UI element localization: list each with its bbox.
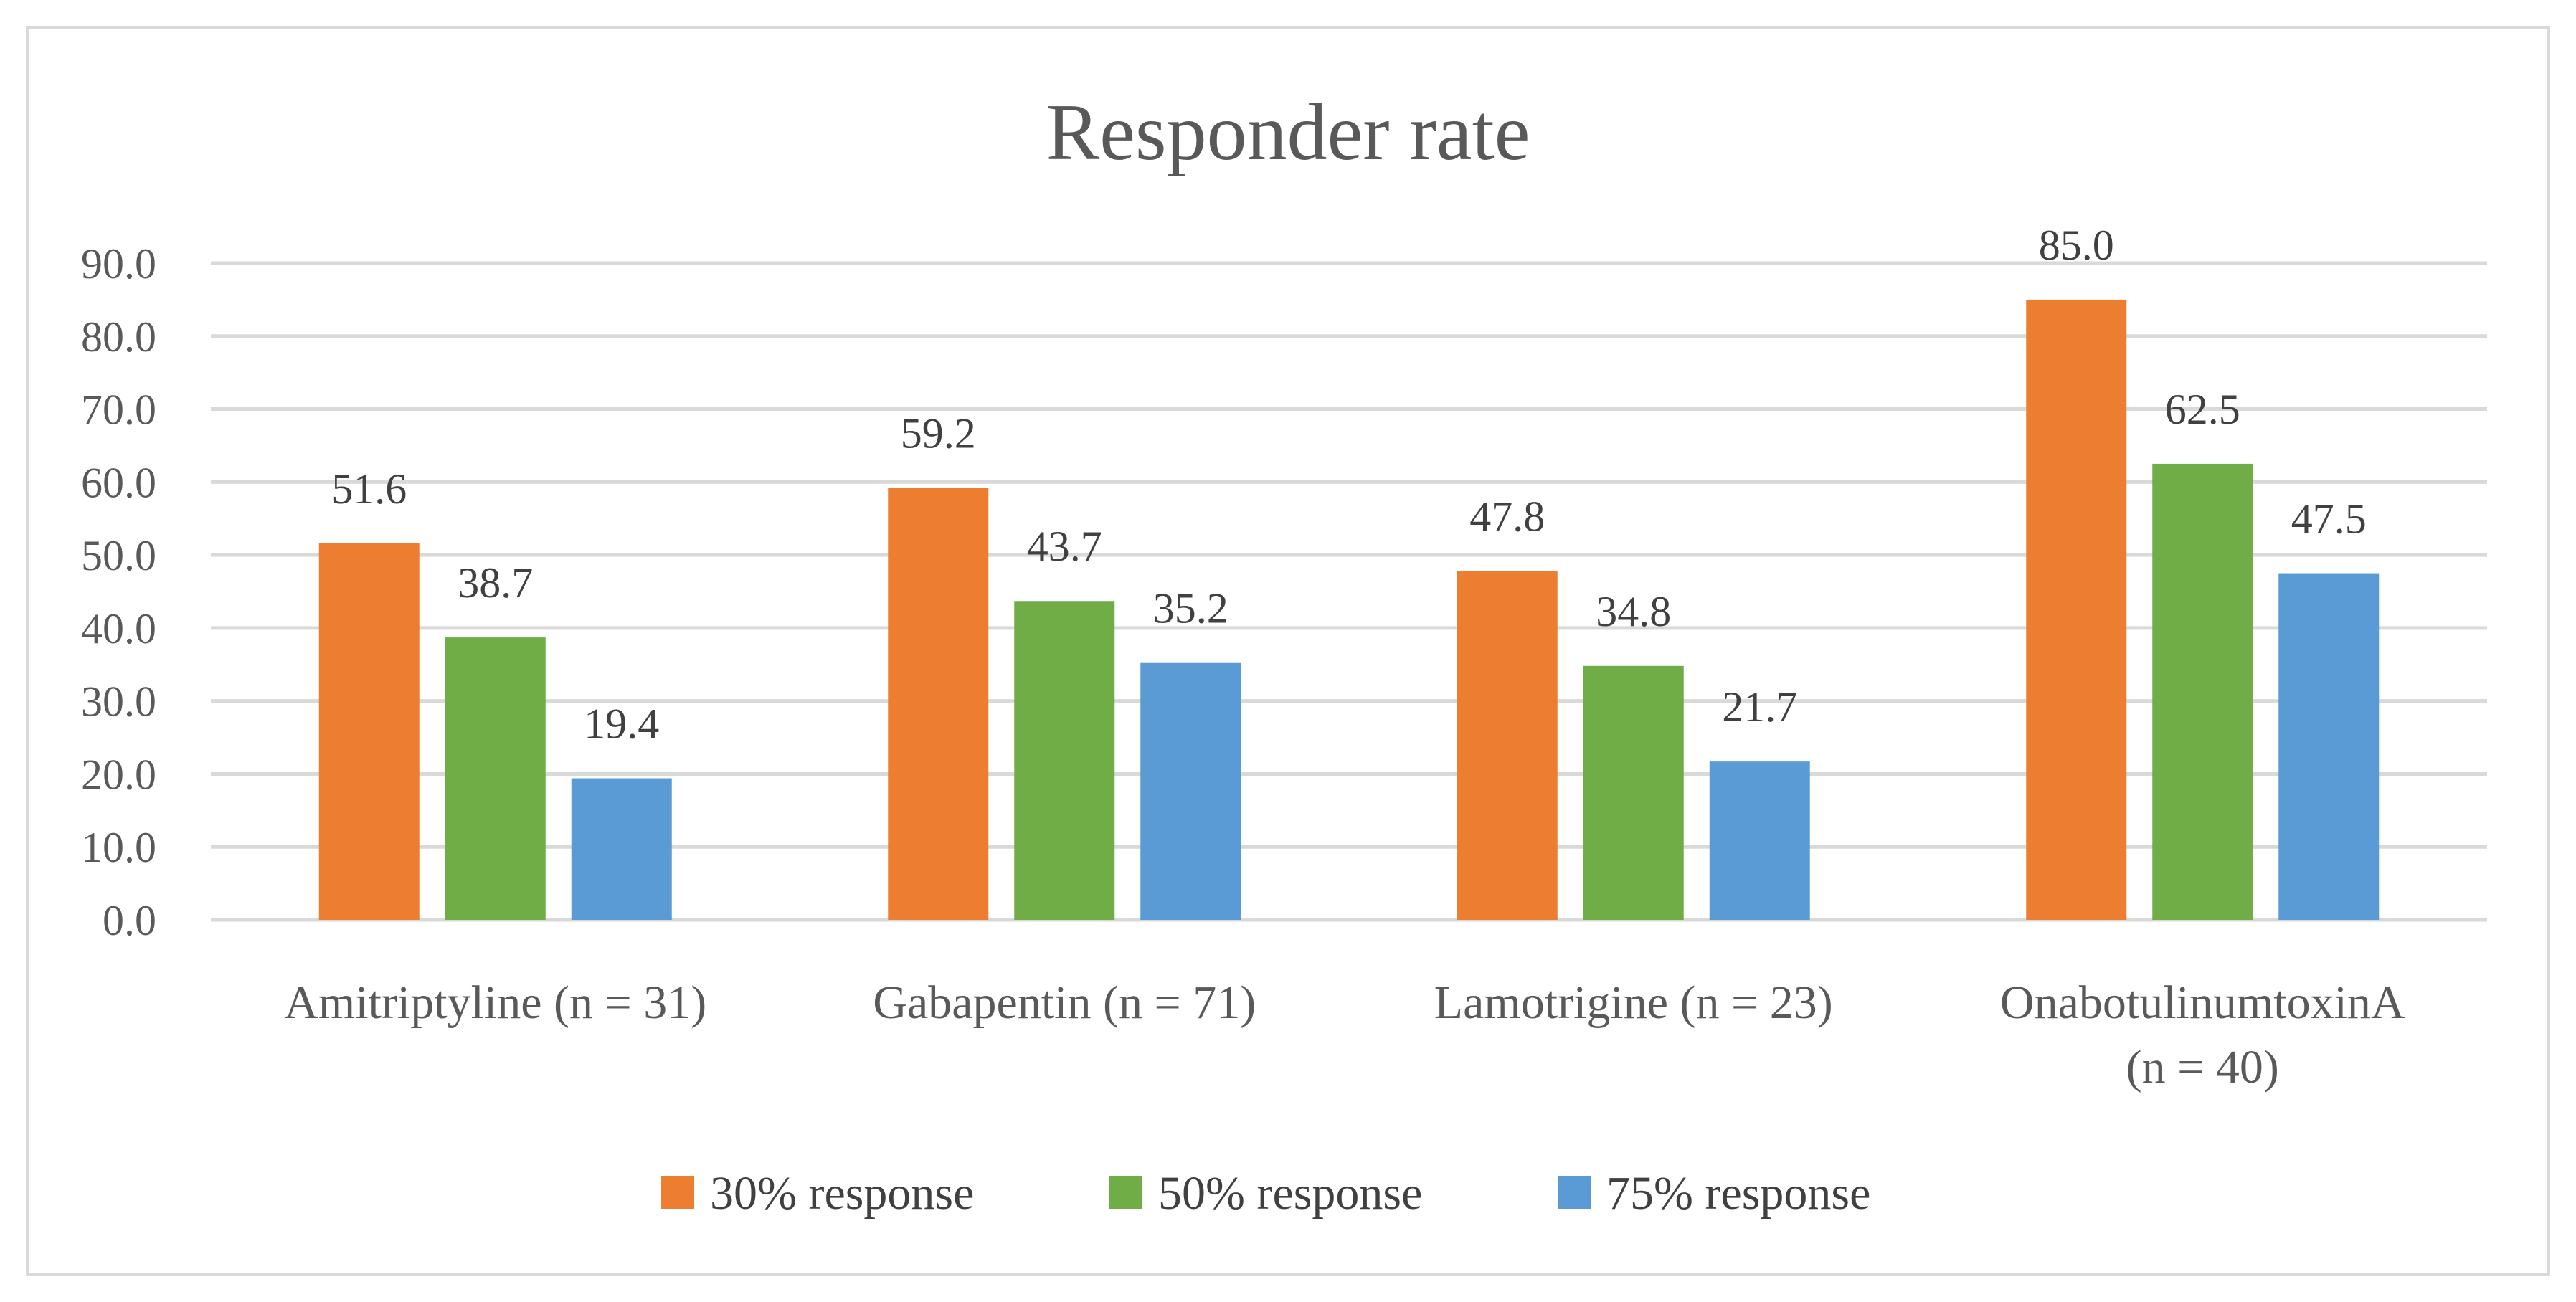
bar-30-response-1 xyxy=(888,488,989,920)
legend-swatch xyxy=(1109,1176,1142,1209)
y-tick-label: 90.0 xyxy=(81,240,156,288)
x-axis-category-labels: Amitriptyline (n = 31) Gabapentin (n = 71… xyxy=(284,976,2405,1093)
legend-label: 50% response xyxy=(1158,1167,1422,1220)
chart-title: Responder rate xyxy=(1046,88,1530,177)
bar-50-response-0 xyxy=(445,637,546,920)
bar-30-response-0 xyxy=(318,543,420,920)
category-label: Gabapentin (n = 71) xyxy=(873,976,1256,1029)
bar-50-response-3 xyxy=(2152,463,2253,920)
bar-75-response-0 xyxy=(571,778,672,920)
data-label: 35.2 xyxy=(1153,585,1228,632)
data-label: 38.7 xyxy=(458,559,533,607)
legend-swatch xyxy=(661,1176,694,1209)
legend-label: 75% response xyxy=(1606,1167,1870,1220)
category-label: (n = 40) xyxy=(2126,1041,2279,1093)
y-tick-label: 30.0 xyxy=(81,678,156,726)
legend-swatch xyxy=(1558,1176,1591,1209)
data-label: 43.7 xyxy=(1027,523,1102,570)
legend-label: 30% response xyxy=(710,1167,974,1220)
bar-75-response-2 xyxy=(1709,761,1810,920)
legend: 30% response 50% response 75% response xyxy=(661,1167,1870,1220)
data-label: 47.8 xyxy=(1469,493,1545,541)
data-label: 85.0 xyxy=(2039,222,2114,269)
y-tick-label: 40.0 xyxy=(81,605,156,652)
category-label: OnabotulinumtoxinA xyxy=(2000,976,2405,1029)
data-label: 47.5 xyxy=(2291,495,2367,543)
gridlines xyxy=(211,261,2487,922)
data-label: 59.2 xyxy=(901,409,976,457)
data-labels: 51.6 38.7 19.4 59.2 43.7 35.2 47.8 34.8 21.7 85.0… xyxy=(331,222,2367,748)
bar-50-response-1 xyxy=(1014,601,1115,920)
y-axis-tick-labels: 0.0 10.0 20.0 30.0 40.0 50.0 60.0 70.0 80.0 90.0 xyxy=(81,240,156,944)
bars xyxy=(318,299,2380,920)
bar-30-response-2 xyxy=(1457,571,1558,920)
bar-30-response-3 xyxy=(2026,299,2127,920)
y-tick-label: 60.0 xyxy=(81,459,156,506)
bar-75-response-1 xyxy=(1140,662,1241,920)
data-label: 62.5 xyxy=(2165,386,2240,433)
data-label: 51.6 xyxy=(331,465,407,513)
category-label: Lamotrigine (n = 23) xyxy=(1434,976,1833,1029)
bar-50-response-2 xyxy=(1583,665,1684,920)
data-label: 34.8 xyxy=(1596,588,1671,635)
bar-75-response-3 xyxy=(2278,573,2380,920)
data-label: 19.4 xyxy=(584,700,659,748)
y-tick-label: 20.0 xyxy=(81,751,156,798)
y-tick-label: 80.0 xyxy=(81,313,156,361)
category-label: Amitriptyline (n = 31) xyxy=(284,976,706,1029)
y-tick-label: 50.0 xyxy=(81,532,156,579)
y-tick-label: 0.0 xyxy=(103,897,156,944)
y-tick-label: 70.0 xyxy=(81,386,156,434)
y-tick-label: 10.0 xyxy=(81,824,156,871)
data-label: 21.7 xyxy=(1722,683,1797,731)
